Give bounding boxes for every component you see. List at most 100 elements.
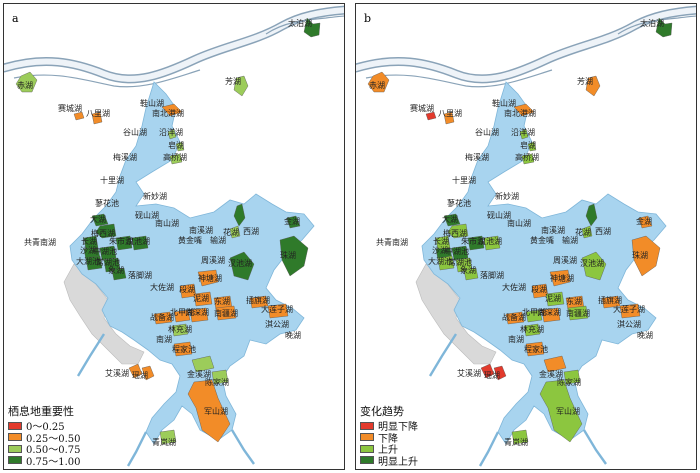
lake-label: 赤湖 (17, 81, 33, 90)
lake-label: 南山湖 (155, 218, 179, 228)
lake-label: 汊池湖 (580, 258, 604, 268)
lake-label: 南北港湖 (152, 108, 184, 118)
lake-label: 长湖 (433, 236, 449, 246)
lake-label: 沿洋湖 (159, 127, 183, 137)
lake-label: 花湖 (575, 227, 591, 237)
tributary-river (428, 333, 458, 377)
lake-patch (567, 305, 589, 321)
lake-label: 芳湖 (225, 76, 241, 86)
yangtze-branch (617, 15, 696, 35)
lake-label: 珠湖 (632, 250, 648, 260)
lake-label: 插旗湖 (246, 295, 270, 305)
lake-label: 大湖池 (76, 256, 100, 266)
lake-label: 林充湖 (168, 324, 192, 334)
legend-row: 明显下降 (360, 420, 418, 433)
panel-label-a: a (12, 12, 19, 25)
lake-patch (229, 251, 255, 281)
map-panel-b: 太泊湖 赤湖 芳湖 赛城湖 八里湖 鞋山湖 南北港湖 谷山湖 沿洋湖 皂湖 梅溪湖 高桥湖 十里湖 新妙湖… (355, 3, 697, 470)
lake-label: 青岚湖 (152, 437, 176, 447)
lake-label: 新妙湖 (143, 191, 167, 201)
lake-label: 南湖 (508, 334, 524, 344)
lake-label: 瑶湖 (132, 370, 148, 380)
lake-label: 鞋山湖 (140, 98, 164, 108)
lake-patch (171, 323, 189, 337)
lake-patch (585, 203, 598, 227)
panel-label-b: b (364, 12, 372, 25)
lake-label: 输湖 (210, 235, 226, 245)
poyang-lake-water (421, 81, 667, 445)
lake-label: 插旗湖 (598, 295, 622, 305)
lake-patch (111, 267, 127, 281)
lake-patch (527, 141, 537, 152)
legend-row: 明显上升 (360, 455, 418, 468)
lake-patch (215, 305, 237, 321)
lake-label: 黄金嘴 (178, 235, 202, 245)
lake-label: 战备湖 (502, 312, 526, 322)
lake-patch (443, 213, 461, 227)
legend-row: 下降 (360, 432, 418, 445)
lake-label: 南深湖 (185, 307, 209, 317)
lake-label: 中湖池 (93, 246, 117, 256)
yangtze-branch (265, 15, 344, 35)
lake-label: 大湖 (90, 214, 106, 224)
lake-patch (549, 269, 571, 287)
lake-patch (467, 235, 485, 251)
lake-patch (443, 111, 455, 125)
lake-label: 汉池湖 (126, 236, 150, 246)
lake-patch (95, 223, 117, 239)
lake-label: 南湖 (156, 334, 172, 344)
lake-label: 金湖 (636, 216, 652, 226)
lake-label: 汊池湖 (228, 258, 252, 268)
lake-label: 南疆湖 (214, 308, 238, 318)
legend-row: 0.25～0.50 (8, 432, 81, 445)
lake-label: 西湖 (243, 227, 259, 236)
lake-patch (187, 379, 231, 443)
lake-patch (15, 71, 38, 93)
lake-label: 艾溪湖 (457, 368, 481, 378)
lake-patch (303, 17, 321, 38)
yangtze-river (356, 7, 696, 82)
lake-label: 大佐湖 (502, 282, 526, 292)
lake-patch (159, 429, 177, 445)
lake-patch (447, 223, 469, 239)
lake-patch (229, 225, 241, 239)
lake-patch (655, 17, 673, 38)
lake-patch (193, 291, 213, 307)
legend-label: 0.25～0.50 (26, 433, 81, 445)
lake-label: 十里湖 (100, 175, 124, 185)
tributary-river (76, 333, 106, 377)
lake-label: 南北港湖 (504, 108, 536, 118)
lake-patch (115, 235, 133, 251)
legend-label: 明显上升 (378, 456, 418, 468)
lake-label: 陈家湖 (205, 377, 229, 387)
lake-patch (493, 365, 507, 381)
lake-patch (85, 255, 103, 271)
lake-patch (128, 363, 143, 379)
lake-label: 北甲湖 (170, 308, 194, 317)
lake-label: 赛城湖 (410, 103, 434, 113)
lake-label: 赤湖 (369, 81, 385, 90)
lake-patch (153, 311, 173, 325)
lake-patch (91, 213, 109, 227)
lake-patch (541, 307, 561, 323)
legend-swatch (8, 444, 22, 453)
lake-label: 战备湖 (150, 312, 174, 322)
lake-label: 珠湖 (280, 250, 296, 260)
legend-b: 变化趋势 明显下降 下降 上升 明显上升 (360, 403, 418, 468)
lake-label: 青岚湖 (504, 437, 528, 447)
lake-patch (513, 103, 535, 117)
lake-label: 落脚湖 (480, 270, 504, 280)
lake-label: 艾溪湖 (105, 368, 129, 378)
lake-label: 皂湖 (520, 140, 536, 150)
lake-patch (631, 235, 661, 277)
lake-patch (267, 303, 289, 319)
lake-patch (131, 235, 149, 251)
map-panel-a: 太泊湖 赤湖 芳湖 赛城湖 八里湖 鞋山湖 南北港湖 谷山湖 沿洋湖 皂湖 梅溪湖 高桥湖 十里湖 新妙湖… (3, 3, 345, 470)
legend-swatch (8, 456, 22, 465)
lake-patch (480, 363, 495, 379)
lake-label: 西湖 (595, 227, 611, 236)
lake-label: 落脚湖 (128, 270, 152, 280)
lake-patch (463, 267, 479, 281)
lake-patch (543, 355, 567, 373)
